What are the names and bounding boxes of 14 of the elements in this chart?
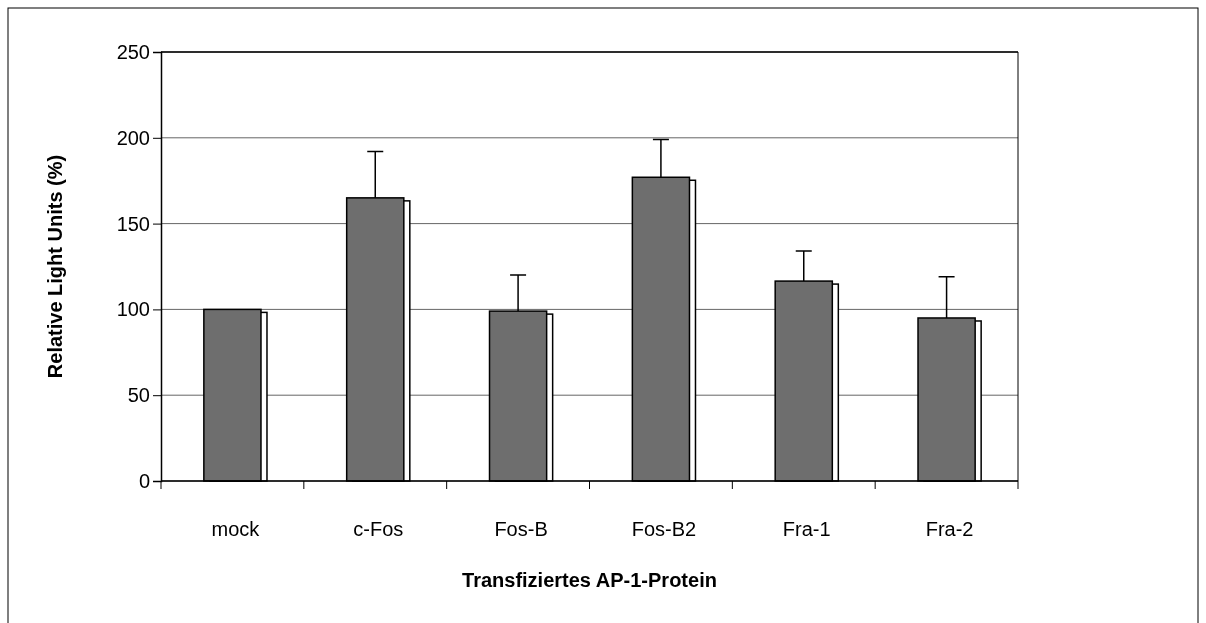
y-tick-label: 250 (116, 40, 150, 63)
x-tick-label: Fra-1 (782, 518, 831, 540)
x-axis-title: Transfiziertes AP-1-Protein (462, 569, 717, 591)
x-tick-label: c-Fos (353, 518, 404, 540)
y-tick-label: 100 (116, 298, 150, 321)
x-tick-label: mock (211, 518, 261, 540)
y-tick-label: 0 (138, 469, 150, 492)
y-tick-label: 150 (116, 212, 150, 235)
y-tick-label: 200 (116, 126, 150, 149)
y-axis-title: Relative Light Units (%) (44, 154, 66, 379)
x-tick-label: Fos-B2 (631, 518, 697, 540)
x-tick-label: Fos-B (494, 518, 548, 540)
y-tick-label: 50 (127, 384, 150, 407)
x-tick-label: Fra-2 (925, 518, 974, 540)
